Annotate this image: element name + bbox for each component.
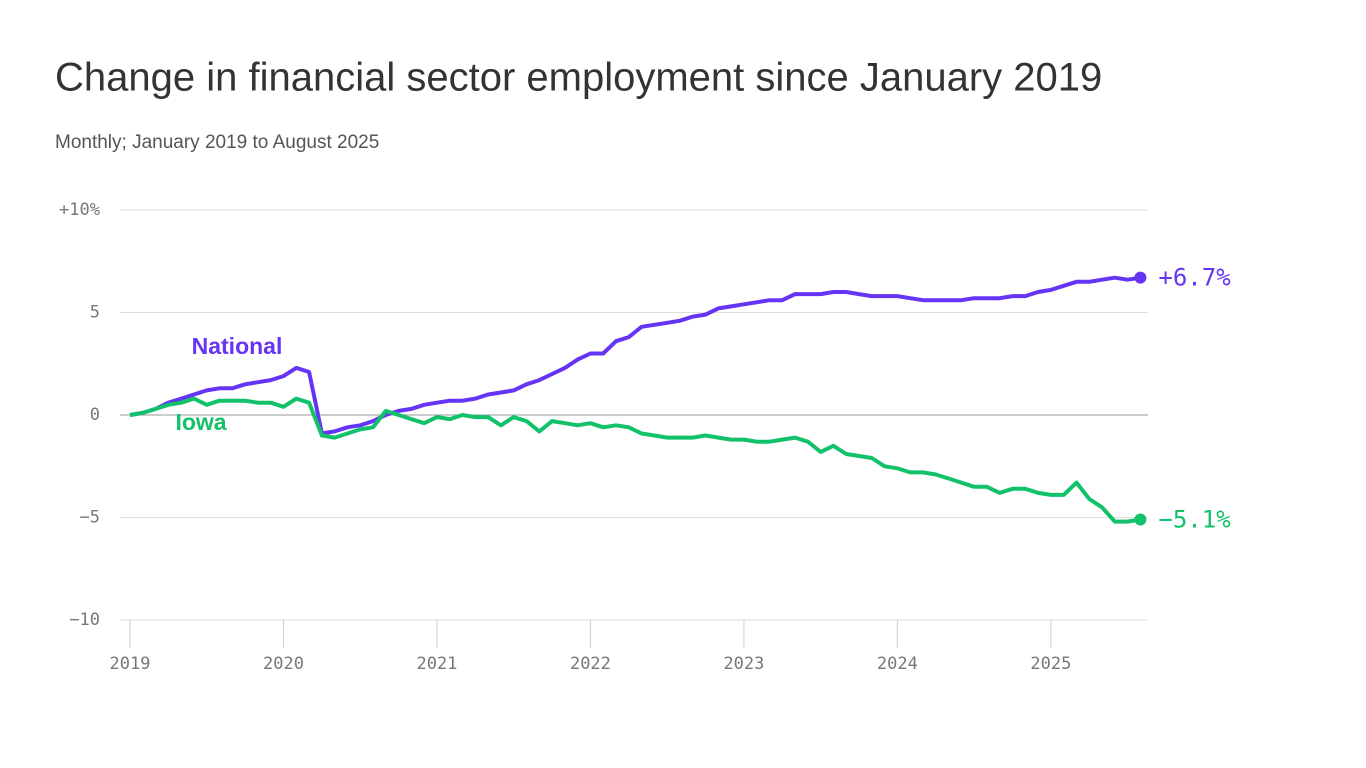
chart-title: Change in financial sector employment si… — [55, 56, 1102, 100]
x-tick-label: 2023 — [723, 654, 764, 674]
end-label: −5.1% — [1158, 506, 1231, 534]
series-label: Iowa — [175, 409, 226, 435]
series-line — [129, 396, 1141, 524]
end-dot — [1134, 513, 1147, 526]
y-tick-label: −5 — [80, 508, 100, 528]
end-label: +6.7% — [1158, 264, 1231, 292]
x-tick-label: 2024 — [877, 654, 918, 674]
y-tick-label: −10 — [69, 610, 100, 630]
y-tick-label: 5 — [90, 303, 100, 323]
series-line — [129, 275, 1141, 436]
y-tick-label: 0 — [90, 405, 100, 425]
x-tick-label: 2020 — [263, 654, 304, 674]
end-dot — [1134, 271, 1147, 284]
x-tick-label: 2025 — [1030, 654, 1071, 674]
x-tick-label: 2021 — [416, 654, 457, 674]
x-tick-label: 2022 — [570, 654, 611, 674]
chart-subtitle: Monthly; January 2019 to August 2025 — [55, 132, 379, 153]
y-tick-label: +10% — [59, 200, 100, 220]
x-tick-label: 2019 — [110, 654, 151, 674]
series-label: National — [192, 333, 283, 359]
